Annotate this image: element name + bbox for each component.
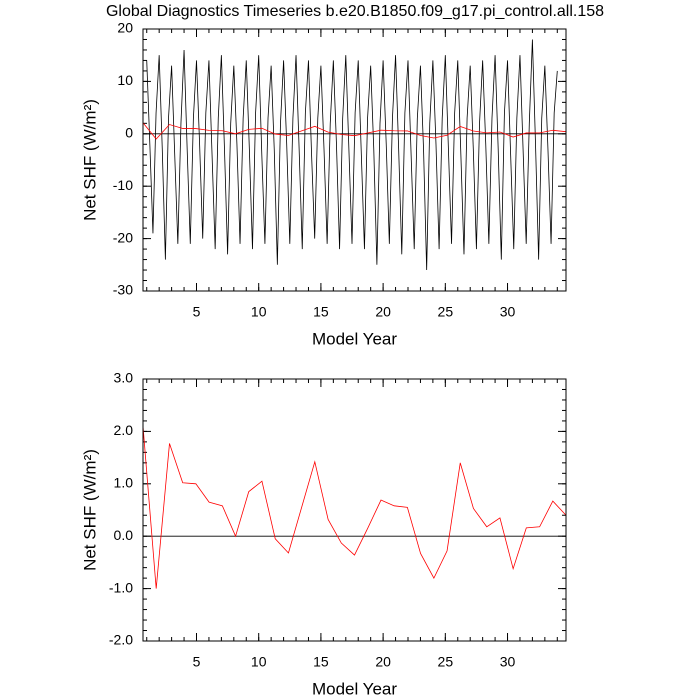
y-tick-label: 2.0: [114, 422, 134, 438]
y-tick-label: 0.0: [114, 527, 134, 543]
y-tick-label: -10: [113, 177, 133, 193]
y-tick-label: -2.0: [109, 632, 133, 648]
x-tick-label: 30: [500, 654, 516, 670]
y-tick-label: -30: [113, 282, 133, 298]
x-tick-label: 25: [438, 304, 454, 320]
x-tick-label: 15: [313, 304, 329, 320]
x-tick-label: 5: [193, 654, 201, 670]
data-line: [142, 426, 567, 589]
x-tick-label: 10: [251, 654, 267, 670]
x-tick-label: 25: [438, 654, 454, 670]
x-tick-label: 5: [193, 304, 201, 320]
chart-title: Global Diagnostics Timeseries b.e20.B185…: [106, 3, 604, 20]
y-axis-label: Net SHF (W/m²): [80, 99, 99, 221]
data-line: [142, 122, 567, 140]
x-tick-label: 30: [500, 304, 516, 320]
y-tick-label: -1.0: [109, 579, 133, 595]
x-axis-label: Model Year: [312, 679, 397, 698]
y-tick-label: -20: [113, 229, 133, 245]
y-tick-label: 10: [117, 72, 133, 88]
plot-frame: [142, 28, 567, 292]
data-line: [146, 39, 558, 271]
y-tick-label: 0: [125, 125, 133, 141]
plot-frame: [142, 378, 567, 642]
x-tick-label: 20: [375, 304, 391, 320]
y-axis-label: Net SHF (W/m²): [80, 449, 99, 571]
y-tick-label: 20: [117, 20, 133, 36]
y-tick-label: 3.0: [114, 370, 134, 386]
x-tick-label: 20: [375, 654, 391, 670]
x-tick-label: 15: [313, 654, 329, 670]
x-tick-label: 10: [251, 304, 267, 320]
y-tick-label: 1.0: [114, 475, 134, 491]
x-axis-label: Model Year: [312, 329, 397, 348]
